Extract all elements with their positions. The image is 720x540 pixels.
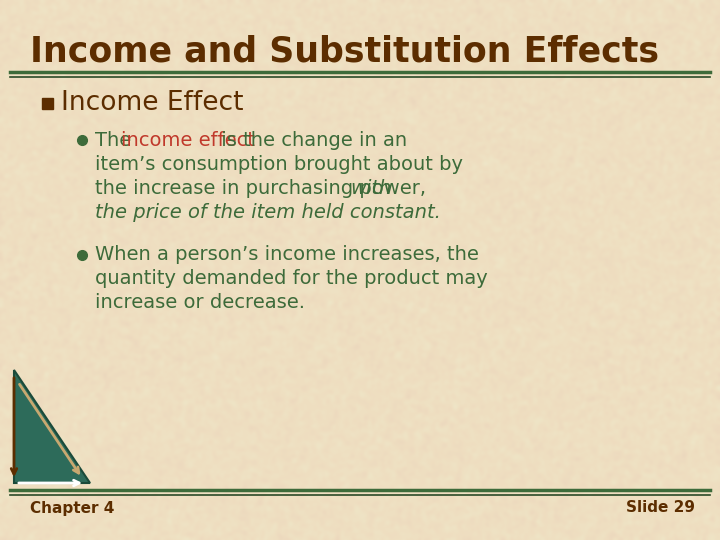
- Text: the price of the item held constant.: the price of the item held constant.: [95, 202, 441, 221]
- Text: quantity demanded for the product may: quantity demanded for the product may: [95, 269, 487, 288]
- Text: Income and Substitution Effects: Income and Substitution Effects: [30, 35, 659, 69]
- Polygon shape: [14, 370, 90, 483]
- Text: When a person’s income increases, the: When a person’s income increases, the: [95, 246, 479, 265]
- Text: is the change in an: is the change in an: [215, 131, 407, 150]
- Text: The: The: [95, 131, 138, 150]
- Text: increase or decrease.: increase or decrease.: [95, 294, 305, 313]
- Text: Chapter 4: Chapter 4: [30, 501, 114, 516]
- Bar: [42, 98, 53, 109]
- Text: Slide 29: Slide 29: [626, 501, 695, 516]
- Text: income effect: income effect: [121, 131, 255, 150]
- Text: the increase in purchasing power,: the increase in purchasing power,: [95, 179, 432, 198]
- Text: Income Effect: Income Effect: [61, 90, 243, 116]
- Text: item’s consumption brought about by: item’s consumption brought about by: [95, 154, 463, 173]
- Text: with: with: [350, 179, 392, 198]
